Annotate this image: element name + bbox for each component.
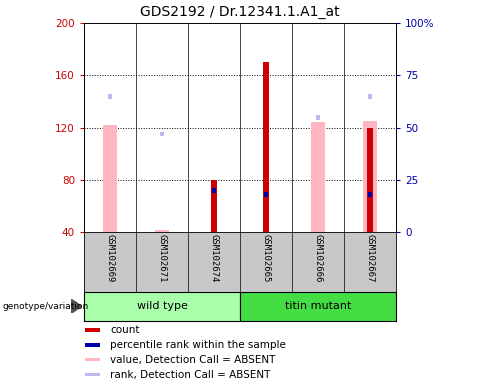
- Text: wild type: wild type: [137, 301, 187, 311]
- Text: GDS2192 / Dr.12341.1.A1_at: GDS2192 / Dr.12341.1.A1_at: [140, 5, 340, 19]
- Text: GSM102666: GSM102666: [313, 234, 323, 283]
- Bar: [85, 328, 100, 332]
- Text: GSM102667: GSM102667: [365, 234, 374, 283]
- Bar: [85, 373, 100, 376]
- Bar: [369, 94, 372, 99]
- Bar: [263, 62, 269, 232]
- Polygon shape: [71, 299, 82, 313]
- Text: percentile rank within the sample: percentile rank within the sample: [110, 340, 286, 350]
- Text: GSM102669: GSM102669: [106, 234, 115, 283]
- Bar: [211, 180, 217, 232]
- Bar: [264, 192, 267, 197]
- Bar: [155, 230, 169, 232]
- Text: genotype/variation: genotype/variation: [2, 302, 89, 311]
- Bar: [103, 125, 117, 232]
- Text: GSM102671: GSM102671: [157, 234, 167, 283]
- Bar: [160, 132, 164, 136]
- Bar: [108, 94, 111, 99]
- Bar: [85, 343, 100, 346]
- Text: GSM102665: GSM102665: [262, 234, 271, 283]
- Text: count: count: [110, 325, 140, 335]
- Bar: [367, 127, 373, 232]
- Bar: [316, 115, 320, 119]
- Text: titin mutant: titin mutant: [285, 301, 351, 311]
- Bar: [311, 122, 325, 232]
- Text: rank, Detection Call = ABSENT: rank, Detection Call = ABSENT: [110, 370, 271, 380]
- Bar: [363, 121, 377, 232]
- Text: GSM102674: GSM102674: [209, 234, 218, 283]
- Bar: [85, 358, 100, 361]
- Bar: [369, 192, 372, 197]
- Bar: [213, 188, 216, 193]
- Text: value, Detection Call = ABSENT: value, Detection Call = ABSENT: [110, 355, 276, 365]
